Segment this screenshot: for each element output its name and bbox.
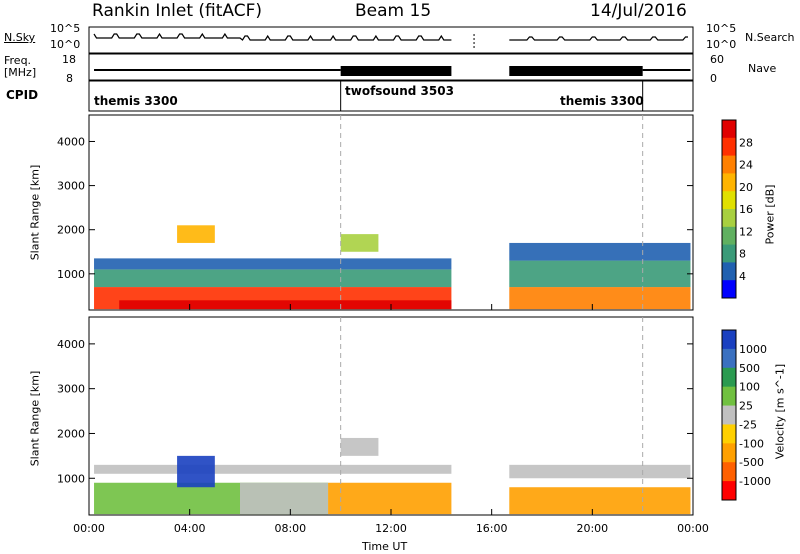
power-colorbar-tick-2: 20 xyxy=(739,181,753,194)
power-colorbar-cell-1 xyxy=(722,137,736,157)
velocity-colorbar-cell-5 xyxy=(722,424,736,444)
nsearch-label: N.Search xyxy=(745,31,795,44)
power-band-4 xyxy=(509,287,691,310)
power-ytick-label-1: 3000 xyxy=(57,180,85,193)
xtick-label-5: 20:00 xyxy=(576,522,608,535)
xtick-label-3: 12:00 xyxy=(375,522,407,535)
power-ytick-label-3: 1000 xyxy=(57,268,85,281)
freq-tick-top: 18 xyxy=(62,53,76,66)
power-colorbar-tick-1: 24 xyxy=(739,159,753,172)
nsky-trace-b xyxy=(509,36,688,41)
velocity-colorbar-tick-1: 500 xyxy=(739,362,760,375)
velocity-ytick-label-0: 4000 xyxy=(57,338,85,351)
velocity-colorbar-cell-1 xyxy=(722,348,736,369)
power-colorbar-tick-3: 16 xyxy=(739,203,753,216)
freq-label-line1: Freq. xyxy=(4,54,32,67)
nsky-panel-frame xyxy=(88,26,694,54)
velocity-band-3 xyxy=(94,464,452,474)
velocity-colorbar-tick-3: 25 xyxy=(739,400,753,413)
velocity-ytick-label-3: 1000 xyxy=(57,472,85,485)
date-label: 14/Jul/2016 xyxy=(590,1,687,21)
velocity-colorbar-cell-2 xyxy=(722,367,736,388)
power-band-8 xyxy=(340,234,379,252)
power-band-7 xyxy=(177,225,215,243)
power-ytick-label-0: 4000 xyxy=(57,135,85,148)
power-colorbar-cell-9 xyxy=(722,280,736,299)
power-band-6 xyxy=(509,242,691,261)
velocity-band-4 xyxy=(509,487,691,515)
nsky-label: N.Sky xyxy=(4,31,36,44)
xtick-label-4: 16:00 xyxy=(476,522,508,535)
power-band-5 xyxy=(509,260,691,288)
velocity-colorbar-tick-0: 1000 xyxy=(739,343,767,356)
power-colorbar-cell-4 xyxy=(722,191,736,210)
power-band-2 xyxy=(94,269,452,288)
beam-label: Beam 15 xyxy=(355,1,432,21)
nsearch-tick-bottom: 10^0 xyxy=(706,38,737,51)
power-colorbar-cell-8 xyxy=(722,262,736,281)
nsky-trace-a xyxy=(93,32,452,41)
velocity-colorbar-cell-8 xyxy=(722,481,736,501)
power-colorbar-cell-5 xyxy=(722,209,736,228)
power-colorbar-cell-6 xyxy=(722,226,736,246)
power-colorbar-frame xyxy=(721,119,737,299)
freq-trace-c xyxy=(509,66,643,76)
velocity-ytick-label-2: 2000 xyxy=(57,427,85,440)
xtick-label-1: 04:00 xyxy=(174,522,206,535)
nsearch-tick-top: 10^5 xyxy=(706,22,737,35)
time-axis-title: Time UT xyxy=(362,540,408,553)
velocity-colorbar-tick-6: -500 xyxy=(739,456,764,469)
power-colorbar-cell-7 xyxy=(722,244,736,263)
power-ytick-label-2: 2000 xyxy=(57,224,85,237)
velocity-colorbar-cell-0 xyxy=(722,330,736,350)
velocity-colorbar-tick-2: 100 xyxy=(739,381,760,394)
station-title: Rankin Inlet (fitACF) xyxy=(92,1,263,21)
power-band-3 xyxy=(94,258,452,270)
xtick-label-6: 00:00 xyxy=(677,522,709,535)
nsky-tick-bottom: 10^0 xyxy=(50,38,81,51)
power-colorbar-tick-4: 12 xyxy=(739,225,753,238)
velocity-band-2 xyxy=(328,482,452,515)
nave-tick-bottom: 0 xyxy=(710,72,717,85)
velocity-colorbar-cell-7 xyxy=(722,462,736,482)
cpid-panel-frame xyxy=(88,80,694,112)
velocity-band-6 xyxy=(177,455,215,488)
power-colorbar-cell-2 xyxy=(722,155,736,174)
freq-label-line2: [MHz] xyxy=(4,66,37,79)
cpid-mode-2: twofsound 3503 xyxy=(345,84,454,98)
velocity-colorbar-frame xyxy=(721,329,737,501)
velocity-band-1 xyxy=(240,482,329,515)
freq-tick-bottom: 8 xyxy=(66,72,73,85)
velocity-colorbar-cell-6 xyxy=(722,443,736,463)
power-colorbar-tick-6: 4 xyxy=(739,270,746,283)
nsky-tick-top: 10^5 xyxy=(50,22,81,35)
cpid-label: CPID xyxy=(6,88,39,102)
velocity-band-7 xyxy=(340,437,379,456)
velocity-colorbar-tick-4: -25 xyxy=(739,418,757,431)
velocity-colorbar-cell-4 xyxy=(722,405,736,425)
freq-trace-b xyxy=(340,66,452,76)
xtick-label-0: 00:00 xyxy=(73,522,105,535)
nave-tick-top: 60 xyxy=(710,53,724,66)
power-colorbar-tick-0: 28 xyxy=(739,136,753,149)
freq-panel-frame xyxy=(88,53,694,81)
velocity-band-5 xyxy=(509,464,691,479)
nave-label: Nave xyxy=(748,62,777,75)
cpid-mode-3: themis 3300 xyxy=(560,94,644,108)
power-colorbar-tick-5: 8 xyxy=(739,248,746,261)
velocity-colorbar-cell-3 xyxy=(722,386,736,407)
power-band-1 xyxy=(119,300,452,310)
cpid-mode-1: themis 3300 xyxy=(94,94,178,108)
velocity-colorbar-tick-5: -100 xyxy=(739,437,764,450)
xtick-label-2: 08:00 xyxy=(274,522,306,535)
velocity-colorbar-tick-7: -1000 xyxy=(739,475,771,488)
power-colorbar-cell-0 xyxy=(722,120,736,139)
power-colorbar-cell-3 xyxy=(722,173,736,192)
velocity-ytick-label-1: 3000 xyxy=(57,383,85,396)
